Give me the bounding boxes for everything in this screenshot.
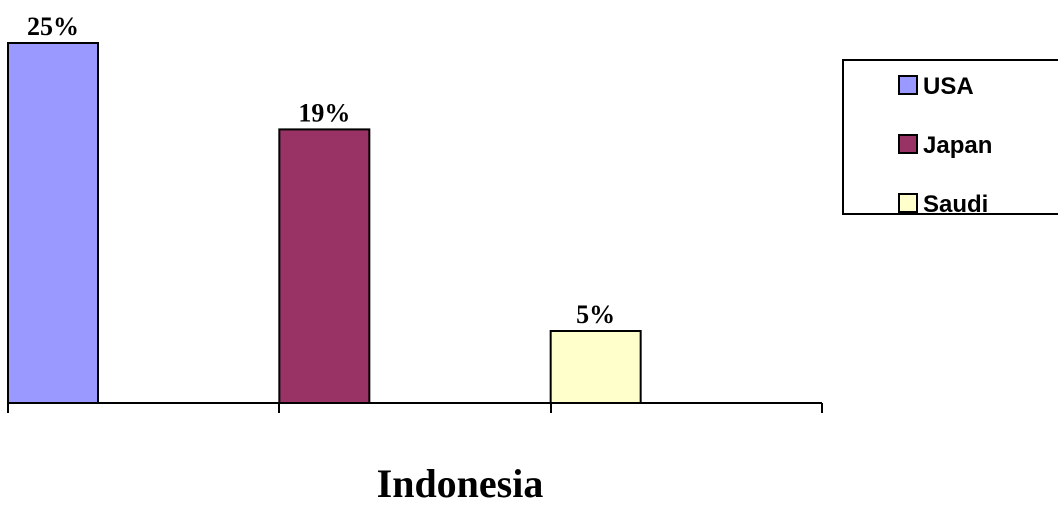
bar-japan	[278, 128, 371, 404]
data-label-usa: 25%	[27, 12, 79, 41]
legend-label-usa: USA	[923, 73, 974, 100]
legend: USA Japan Saudi	[842, 59, 1058, 218]
legend-box	[842, 59, 1058, 215]
data-label-japan: 19%	[298, 98, 350, 127]
legend-items: USA Japan Saudi	[898, 73, 992, 218]
legend-swatch-usa	[898, 75, 918, 95]
bar-saudi	[549, 330, 642, 404]
bars-layer: 25% 19% 5%	[7, 12, 642, 404]
legend-label-saudi: Saudi	[923, 191, 988, 218]
legend-label-japan: Japan	[923, 132, 992, 159]
bar-usa	[7, 42, 99, 404]
legend-swatch-saudi	[898, 193, 918, 213]
data-label-saudi: 5%	[576, 300, 615, 329]
legend-swatch-japan	[898, 134, 918, 154]
x-axis-label: Indonesia	[377, 461, 544, 505]
